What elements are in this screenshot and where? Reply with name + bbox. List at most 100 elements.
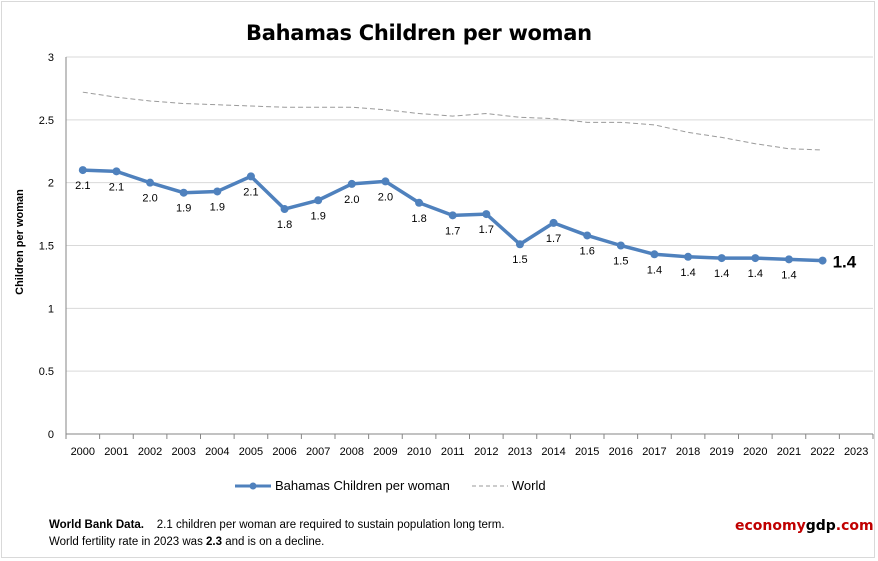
data-point-bahamas (78, 166, 87, 175)
data-label-bahamas: 1.9 (176, 203, 191, 215)
x-tick-label: 2018 (676, 446, 700, 458)
x-tick-label: 2008 (340, 446, 364, 458)
x-tick-label: 2007 (306, 446, 330, 458)
x-tick-label: 2010 (407, 446, 431, 458)
data-label-bahamas: 2.0 (344, 194, 359, 206)
x-tick-label: 2002 (138, 446, 162, 458)
chart-title: Bahamas Children per woman (246, 21, 592, 45)
data-label-bahamas: 2.1 (243, 186, 258, 198)
x-tick-label: 2016 (609, 446, 633, 458)
footnote-line-2: World fertility rate in 2023 was 2.3 and… (49, 534, 505, 551)
x-tick-label: 2020 (743, 446, 767, 458)
x-tick-label: 2011 (441, 446, 465, 458)
legend-label-world: World (511, 478, 546, 493)
data-label-bahamas: 1.7 (546, 233, 561, 245)
x-tick-label: 2021 (777, 446, 801, 458)
footnote: World Bank Data. 2.1 children per woman … (49, 517, 505, 551)
data-point-bahamas (415, 198, 424, 207)
legend-item-world: World (471, 478, 546, 493)
x-tick-label: 2014 (541, 446, 565, 458)
data-label-bahamas: 1.6 (580, 245, 595, 257)
x-tick-label: 2005 (239, 446, 263, 458)
data-point-bahamas (515, 240, 524, 249)
x-tick-label: 2001 (104, 446, 128, 458)
data-point-bahamas (280, 205, 289, 214)
legend-swatch-world (471, 485, 508, 486)
data-label-bahamas: 2.1 (109, 181, 124, 193)
data-point-bahamas (482, 210, 491, 219)
data-point-bahamas (112, 167, 121, 176)
data-label-bahamas: 1.4 (647, 264, 662, 276)
data-label-bahamas: 2.0 (378, 191, 393, 203)
legend: Bahamas Children per woman World (235, 478, 568, 493)
data-label-bahamas: 1.8 (277, 219, 292, 231)
x-tick-label: 2003 (171, 446, 195, 458)
data-point-bahamas (347, 179, 356, 188)
data-label-bahamas: 1.4 (680, 267, 695, 279)
legend-label-bahamas: Bahamas Children per woman (275, 478, 450, 493)
y-tick-label: 2.5 (39, 115, 54, 127)
data-label-bahamas: 1.9 (210, 201, 225, 213)
data-label-bahamas: 2.1 (75, 180, 90, 192)
data-point-bahamas (650, 250, 659, 259)
footnote-world-prefix: World fertility rate in 2023 was (49, 536, 207, 548)
data-point-bahamas (751, 254, 760, 263)
footnote-line-1: World Bank Data. 2.1 children per woman … (49, 517, 505, 534)
x-tick-label: 2006 (272, 446, 296, 458)
data-point-bahamas (616, 241, 625, 250)
footnote-requirement: 2.1 children per woman are required to s… (156, 519, 505, 531)
data-label-bahamas: 1.7 (479, 224, 494, 236)
legend-item-bahamas: Bahamas Children per woman (235, 478, 450, 493)
data-point-bahamas (179, 188, 188, 197)
data-point-bahamas (381, 177, 390, 186)
data-point-bahamas (314, 196, 323, 205)
y-tick-label: 2 (48, 178, 54, 190)
x-tick-label: 2000 (71, 446, 95, 458)
series-line-world (82, 91, 823, 151)
data-point-bahamas (448, 211, 457, 220)
y-tick-label: 3 (48, 52, 54, 64)
data-label-bahamas: 1.9 (311, 210, 326, 222)
x-tick-label: 2004 (205, 446, 229, 458)
data-label-bahamas: 1.4 (781, 269, 796, 281)
data-label-bahamas: 1.8 (411, 213, 426, 225)
footnote-source: World Bank Data. (49, 519, 144, 531)
x-tick-label: 2023 (844, 446, 868, 458)
x-tick-label: 2022 (810, 446, 834, 458)
data-label-bahamas: 1.4 (714, 268, 729, 280)
data-label-bahamas: 1.4 (748, 268, 763, 280)
data-point-bahamas (784, 255, 793, 264)
x-tick-label: 2017 (642, 446, 666, 458)
y-tick-label: 1.5 (39, 241, 54, 253)
data-label-bahamas: 1.5 (613, 256, 628, 268)
y-tick-label: 1 (48, 303, 54, 315)
y-tick-label: 0.5 (39, 366, 54, 378)
data-point-bahamas (549, 218, 558, 227)
brand-part-com: .com (835, 518, 874, 534)
data-point-bahamas (583, 231, 592, 240)
x-tick-label: 2013 (508, 446, 532, 458)
x-tick-label: 2019 (709, 446, 733, 458)
data-point-bahamas (213, 187, 222, 196)
footnote-world-suffix: and is on a decline. (222, 536, 325, 548)
data-point-bahamas (818, 256, 827, 265)
y-tick-label: 0 (48, 429, 54, 441)
data-label-bahamas: 1.5 (512, 254, 527, 266)
data-label-bahamas: 1.7 (445, 225, 460, 237)
brand-part-economy: economy (735, 518, 806, 534)
x-tick-label: 2009 (373, 446, 397, 458)
x-tick-label: 2015 (575, 446, 599, 458)
data-point-bahamas (717, 254, 726, 263)
data-label-bahamas-latest: 1.4 (833, 253, 857, 272)
brand-part-gdp: gdp (805, 518, 836, 534)
data-label-bahamas: 2.0 (142, 193, 157, 205)
legend-swatch-bahamas (235, 482, 271, 489)
footnote-world-value: 2.3 (206, 536, 223, 548)
data-point-bahamas (684, 252, 693, 261)
data-point-bahamas (146, 178, 155, 187)
brand-logo: economygdp.com (735, 518, 874, 534)
x-tick-label: 2012 (474, 446, 498, 458)
data-point-bahamas (246, 172, 255, 181)
